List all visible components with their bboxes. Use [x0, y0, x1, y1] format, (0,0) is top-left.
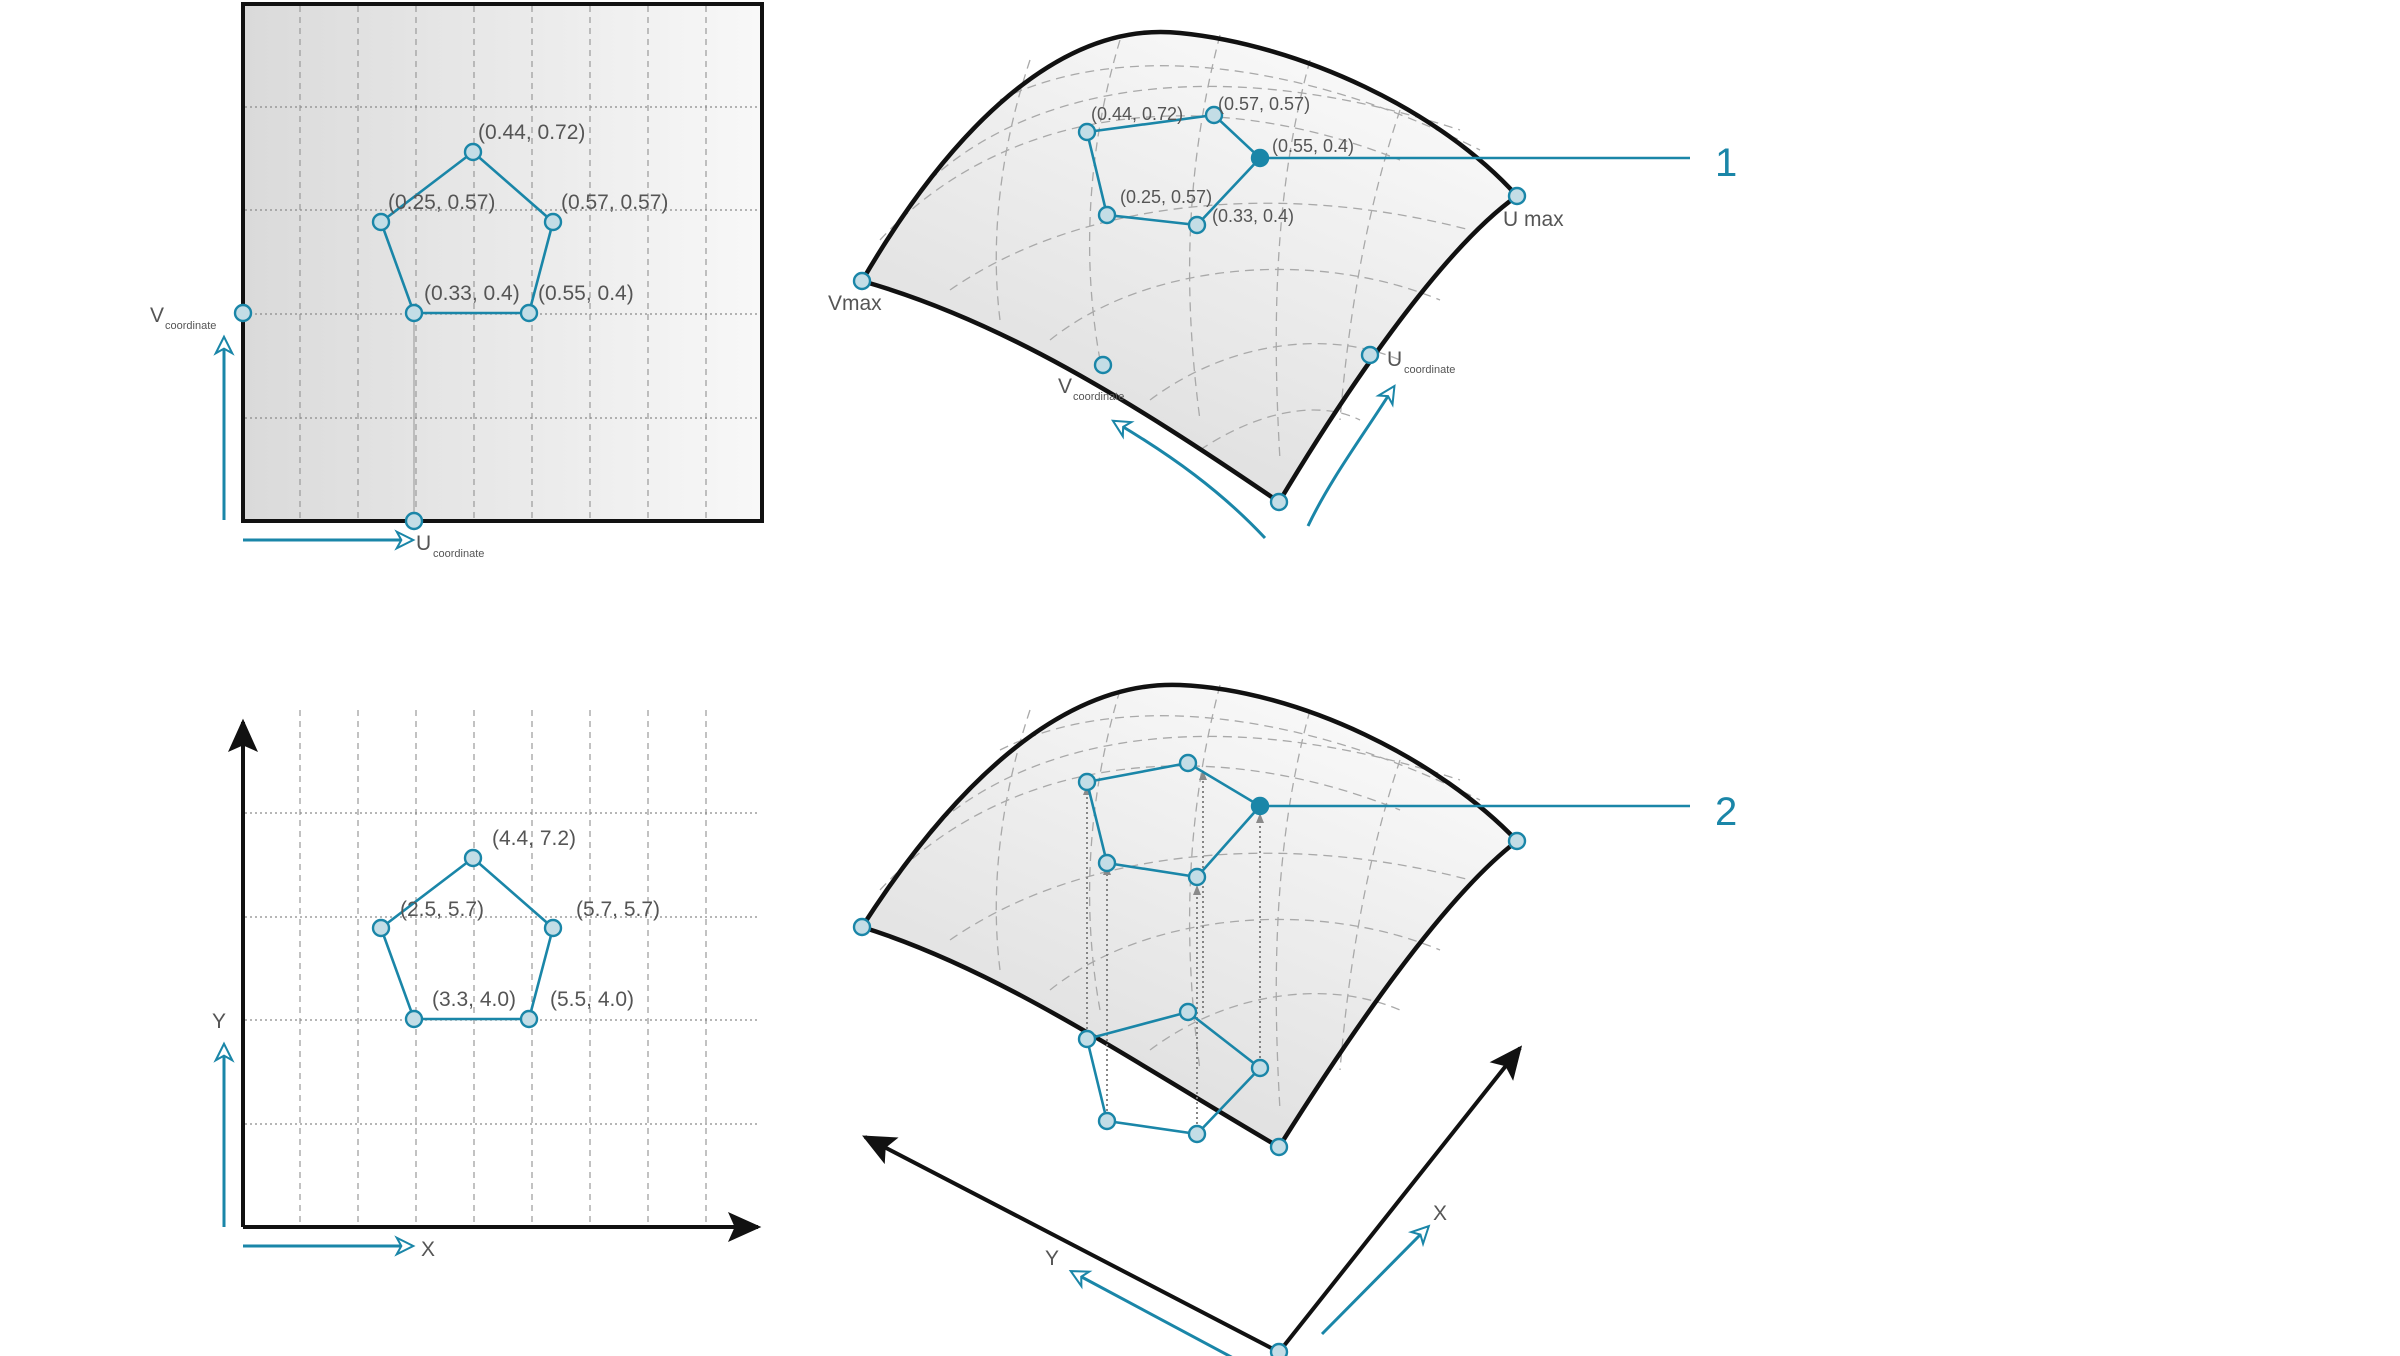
u-coordinate-label: U	[416, 532, 431, 555]
y-axis-label: Y	[212, 1010, 226, 1033]
uv-point-label-2: (0.57, 0.57)	[561, 191, 668, 214]
surface-corner-bottom	[1269, 1137, 1289, 1157]
world-y-direction-arrow	[1068, 1270, 1233, 1356]
surface-point-label-4: (0.33, 0.4)	[1212, 206, 1294, 226]
planar-point-4	[1097, 1111, 1117, 1131]
surface-bottom-edge-right	[1277, 839, 1519, 1149]
xy-plane-panel: (4.4, 7.2) (2.5, 5.7) (5.7, 5.7) (3.3, 4…	[212, 710, 762, 1261]
surface-corner-right	[1507, 831, 1527, 851]
uv-grid	[245, 6, 760, 519]
planar-point-0	[1077, 1029, 1097, 1049]
vmax-point	[852, 271, 872, 291]
xy-point-3	[404, 1009, 424, 1029]
planar-point-3	[1187, 1124, 1207, 1144]
surface-bottom-grid	[879, 684, 1481, 1111]
xy-point-label-1: (2.5, 5.7)	[400, 898, 484, 921]
surface-top	[862, 31, 1517, 502]
xy-point-4	[519, 1009, 539, 1029]
projected-point-0	[1077, 772, 1097, 792]
surface-projection-panel: Y X 2	[852, 682, 1737, 1356]
projected-point-1	[1178, 753, 1198, 773]
world-x-label: X	[1433, 1202, 1447, 1225]
u-coordinate-sub: coordinate	[433, 548, 484, 560]
surface-point-2	[1250, 148, 1270, 168]
uv-point-4	[519, 303, 539, 323]
uv-point-label-1: (0.25, 0.57)	[388, 191, 495, 214]
planar-point-1	[1178, 1002, 1198, 1022]
xy-pentagon	[379, 856, 555, 1021]
v-coordinate-point	[233, 303, 253, 323]
v-coordinate-label: V	[150, 304, 164, 327]
projected-point-2	[1250, 796, 1270, 816]
u-coordinate-surface-sub: coordinate	[1404, 364, 1455, 376]
xy-point-label-3: (3.3, 4.0)	[432, 988, 516, 1011]
surface-point-label-0: (0.44, 0.72)	[1091, 104, 1183, 124]
surface-top-edge-upper	[860, 29, 1519, 283]
surface-point-label-1: (0.57, 0.57)	[1218, 94, 1310, 114]
surface-point-label-3: (0.25, 0.57)	[1120, 187, 1212, 207]
u-coordinate-surface-point	[1360, 345, 1380, 365]
surface-top-edge-left	[861, 278, 1281, 504]
surface-pentagon	[1085, 113, 1262, 227]
u-coordinate-point	[404, 511, 424, 531]
uv-pentagon	[379, 150, 555, 315]
surface-point-1	[1204, 105, 1224, 125]
surface-point-0	[1077, 122, 1097, 142]
surface-bottom-edge-upper	[860, 682, 1519, 929]
xy-grid	[245, 710, 760, 1227]
uv-point-label-0: (0.44, 0.72)	[478, 121, 585, 144]
surface-corner-left	[852, 917, 872, 937]
v-coordinate-sub: coordinate	[165, 320, 216, 332]
uv-square	[241, 2, 764, 523]
surface-uv-panel: (0.44, 0.72) (0.57, 0.57) (0.55, 0.4) (0…	[828, 29, 1737, 540]
u-coordinate-surface-label: U	[1387, 348, 1402, 371]
world-x-direction-arrow	[1320, 1224, 1431, 1336]
planar-point-2	[1250, 1058, 1270, 1078]
callout-1: 1	[1715, 141, 1737, 185]
surface-top-grid	[879, 34, 1481, 461]
uv-point-2	[543, 212, 563, 232]
world-y-axis	[862, 1135, 1280, 1354]
xy-point-label-2: (5.7, 5.7)	[576, 898, 660, 921]
surface-point-3	[1097, 205, 1117, 225]
vmax-label: Vmax	[828, 292, 882, 315]
uv-point-3	[404, 303, 424, 323]
world-x-axis	[1277, 1045, 1523, 1354]
corner-point	[1269, 492, 1289, 512]
x-axis-label: X	[421, 1238, 435, 1261]
callout-2: 2	[1715, 790, 1737, 834]
surface-top-edge-right	[1277, 194, 1519, 504]
uv-point-1	[371, 212, 391, 232]
projected-point-3	[1187, 867, 1207, 887]
v-coordinate-surface-sub: coordinate	[1073, 391, 1124, 403]
xy-point-label-0: (4.4, 7.2)	[492, 827, 576, 850]
world-origin-point	[1269, 1342, 1289, 1356]
v-coordinate-surface-point	[1093, 355, 1113, 375]
projected-pentagon	[1085, 761, 1263, 879]
uv-point-0	[463, 142, 483, 162]
u-direction-arrow	[1306, 384, 1396, 527]
planar-pentagon	[1085, 1010, 1262, 1136]
xy-point-0	[463, 848, 483, 868]
xy-point-label-4: (5.5, 4.0)	[550, 988, 634, 1011]
surface-point-4	[1187, 215, 1207, 235]
uv-parameter-panel: (0.44, 0.72) (0.25, 0.57) (0.57, 0.57) (…	[150, 2, 764, 560]
xy-point-1	[371, 918, 391, 938]
uv-point-label-3: (0.33, 0.4)	[424, 282, 520, 305]
uv-point-label-4: (0.55, 0.4)	[538, 282, 634, 305]
projected-point-4	[1097, 853, 1117, 873]
world-y-label: Y	[1045, 1247, 1059, 1270]
v-coordinate-surface-label: V	[1058, 375, 1072, 398]
umax-point	[1507, 186, 1527, 206]
xy-point-2	[543, 918, 563, 938]
surface-point-label-2: (0.55, 0.4)	[1272, 136, 1354, 156]
v-direction-arrow	[1110, 419, 1267, 540]
umax-label: U max	[1503, 208, 1564, 231]
